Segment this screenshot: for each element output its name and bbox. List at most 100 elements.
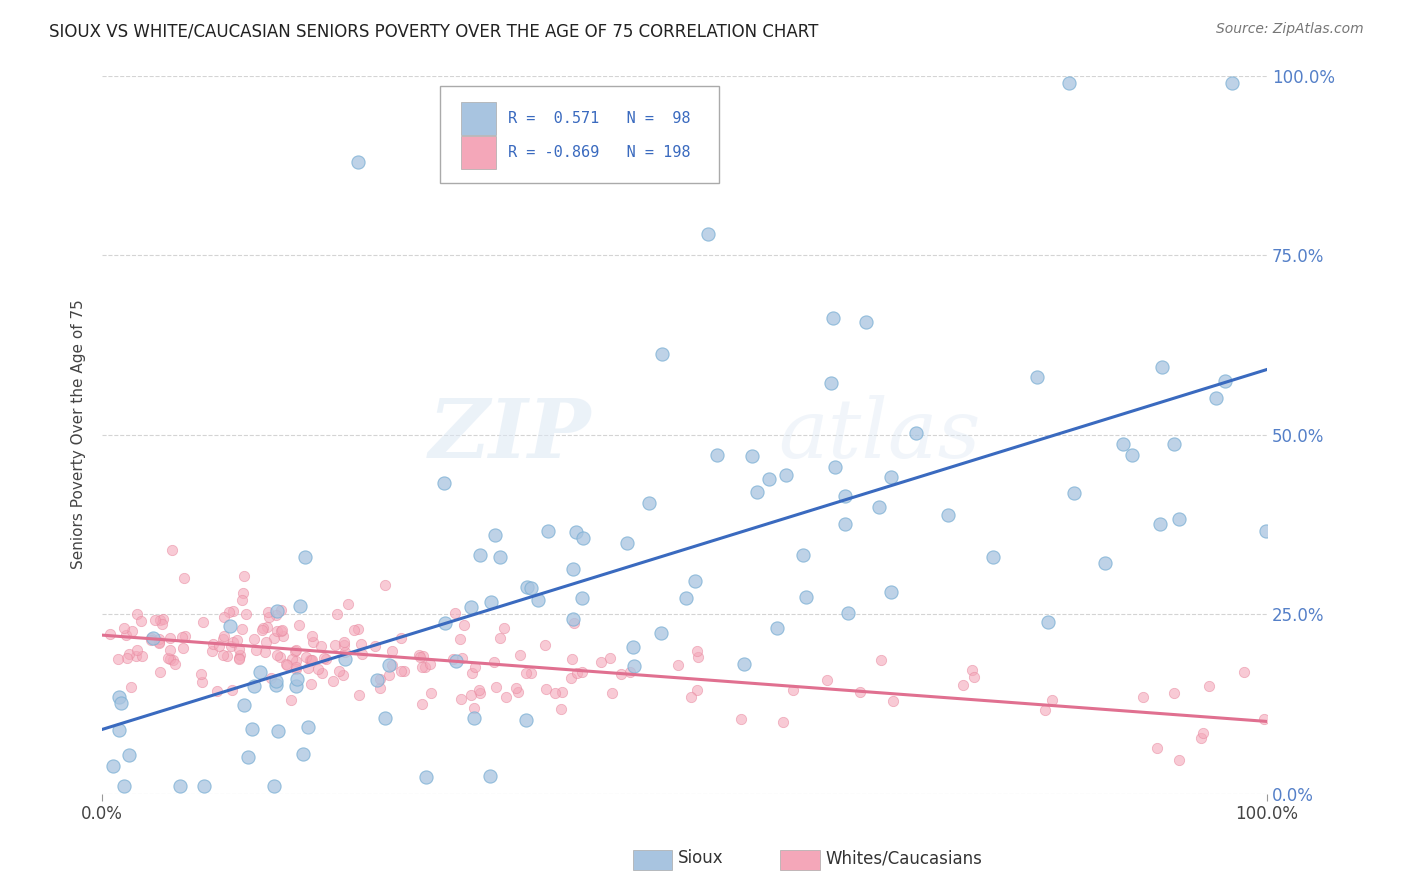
Point bbox=[257, 610, 280, 624]
Point bbox=[1094, 556, 1116, 570]
Point bbox=[101, 759, 124, 773]
Point bbox=[495, 690, 517, 705]
Point bbox=[115, 628, 138, 642]
Point bbox=[415, 770, 437, 784]
Point bbox=[533, 638, 555, 652]
Point bbox=[115, 651, 138, 665]
Point bbox=[112, 621, 135, 635]
Point bbox=[433, 475, 456, 490]
Point bbox=[148, 632, 170, 646]
Point bbox=[108, 723, 131, 737]
Point bbox=[299, 653, 322, 667]
Point bbox=[211, 632, 233, 647]
Point bbox=[218, 619, 240, 633]
Point bbox=[108, 690, 131, 705]
Point bbox=[347, 689, 370, 703]
Point bbox=[730, 712, 752, 726]
Point bbox=[963, 670, 986, 684]
Point bbox=[1256, 524, 1278, 538]
Point bbox=[139, 633, 162, 648]
Point bbox=[322, 674, 344, 689]
Point bbox=[120, 681, 142, 695]
Point bbox=[297, 720, 319, 734]
Point bbox=[775, 467, 797, 482]
Point bbox=[621, 640, 644, 655]
Point bbox=[211, 648, 233, 662]
Point bbox=[651, 347, 673, 361]
Point bbox=[782, 683, 804, 698]
Point bbox=[218, 605, 240, 619]
Point bbox=[263, 780, 285, 794]
Point bbox=[364, 639, 387, 653]
Point bbox=[114, 780, 136, 794]
Point bbox=[408, 648, 430, 663]
Point bbox=[124, 649, 146, 664]
Point bbox=[228, 651, 250, 665]
Point bbox=[1167, 754, 1189, 768]
Point bbox=[1198, 679, 1220, 693]
Point bbox=[686, 650, 709, 665]
Point bbox=[266, 648, 288, 663]
Point bbox=[163, 657, 186, 671]
Point bbox=[267, 724, 290, 739]
Point bbox=[159, 652, 181, 666]
Point bbox=[266, 604, 288, 618]
Point bbox=[266, 624, 288, 638]
Point bbox=[131, 648, 153, 663]
Point bbox=[125, 642, 148, 657]
Point bbox=[256, 619, 278, 633]
Point bbox=[741, 449, 763, 463]
Point bbox=[149, 613, 172, 627]
Text: R = -0.869   N = 198: R = -0.869 N = 198 bbox=[508, 145, 690, 160]
Point bbox=[419, 686, 441, 700]
Point bbox=[1192, 726, 1215, 740]
Point bbox=[207, 683, 229, 698]
Point bbox=[381, 657, 404, 672]
Point bbox=[820, 376, 842, 390]
Point bbox=[561, 652, 583, 666]
Point bbox=[222, 604, 245, 618]
Point bbox=[562, 562, 585, 576]
Point bbox=[333, 652, 356, 666]
Point bbox=[412, 648, 434, 663]
Point bbox=[527, 593, 550, 607]
Point bbox=[243, 632, 266, 647]
Point bbox=[619, 665, 641, 680]
Point bbox=[468, 548, 491, 562]
Point bbox=[815, 673, 838, 688]
Point bbox=[696, 227, 718, 241]
Point bbox=[193, 780, 215, 794]
Point bbox=[1152, 360, 1174, 375]
Point bbox=[309, 639, 332, 653]
Point bbox=[870, 653, 893, 667]
Point bbox=[413, 660, 436, 674]
Point bbox=[271, 629, 294, 643]
Point bbox=[285, 659, 308, 673]
Point bbox=[675, 591, 697, 605]
Point bbox=[1025, 370, 1047, 384]
Point bbox=[263, 631, 285, 645]
Point bbox=[1146, 741, 1168, 756]
Point bbox=[837, 606, 859, 620]
Point bbox=[679, 690, 702, 704]
Point bbox=[792, 548, 814, 562]
Point bbox=[571, 591, 593, 606]
Point bbox=[1036, 615, 1059, 629]
Point bbox=[315, 652, 337, 666]
Point bbox=[392, 664, 415, 678]
Point bbox=[284, 644, 307, 658]
Point bbox=[1035, 704, 1057, 718]
Point bbox=[478, 769, 501, 783]
Point bbox=[1189, 731, 1212, 745]
Point bbox=[129, 614, 152, 628]
Y-axis label: Seniors Poverty Over the Age of 75: Seniors Poverty Over the Age of 75 bbox=[72, 300, 86, 569]
Point bbox=[149, 665, 172, 679]
Point bbox=[110, 697, 132, 711]
Point bbox=[285, 679, 308, 693]
Point bbox=[333, 638, 356, 652]
Point bbox=[411, 660, 433, 674]
Point bbox=[484, 680, 506, 694]
Point bbox=[232, 569, 254, 583]
Point bbox=[226, 632, 249, 647]
Point bbox=[544, 686, 567, 700]
